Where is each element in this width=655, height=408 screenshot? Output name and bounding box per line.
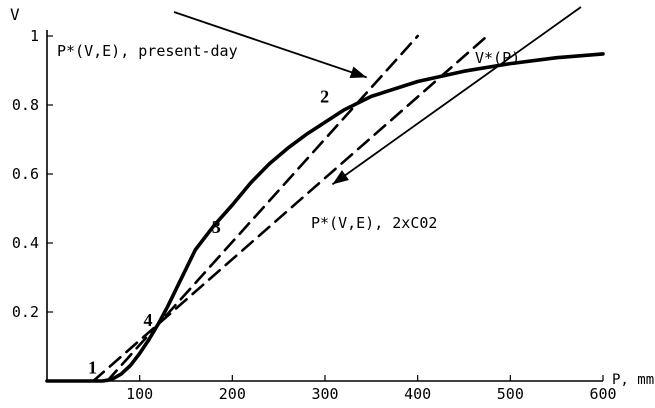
x-tick-label: 400 [404,385,431,403]
annotation-label: P*(V,E), 2xC02 [311,214,437,232]
annotation-arrow-shaft [173,11,367,79]
intersection-point-label: 1 [88,358,97,378]
y-tick-label: 0.2 [12,303,39,321]
y-tick-label: 0.6 [12,165,39,183]
annotation-label: V*(P) [475,49,520,67]
series-layer [45,34,605,383]
annotation-arrow-head [332,170,349,185]
annotation-label: P*(V,E), present-day [57,42,238,60]
annotation-arrow-shaft [331,6,582,186]
x-tick-label: 100 [126,385,153,403]
y-axis-label: V [10,5,20,24]
x-tick-label: 200 [219,385,246,403]
x-axis-label: P, mm/yr [612,372,655,388]
intersection-point-label: 2 [320,86,329,106]
x-tick-label: 600 [589,385,616,403]
x-tick-label: 300 [311,385,338,403]
y-tick-label: 0.4 [12,234,39,252]
y-tick-label: 1 [30,27,39,45]
intersection-point-label: 4 [143,310,152,330]
x-tick-label: 500 [497,385,524,403]
dashed-series-line [92,34,489,383]
annotations-layer: P*(V,E), present-day P*(V,E), 2xC02 V*(P) [57,6,582,232]
solid-series-line [45,52,605,383]
intersection-point-label: 3 [212,217,221,237]
intersection-points-layer: 1 2 3 4 [88,86,329,377]
y-tick-label: 0.8 [12,96,39,114]
annotation-arrow-head [349,66,367,78]
